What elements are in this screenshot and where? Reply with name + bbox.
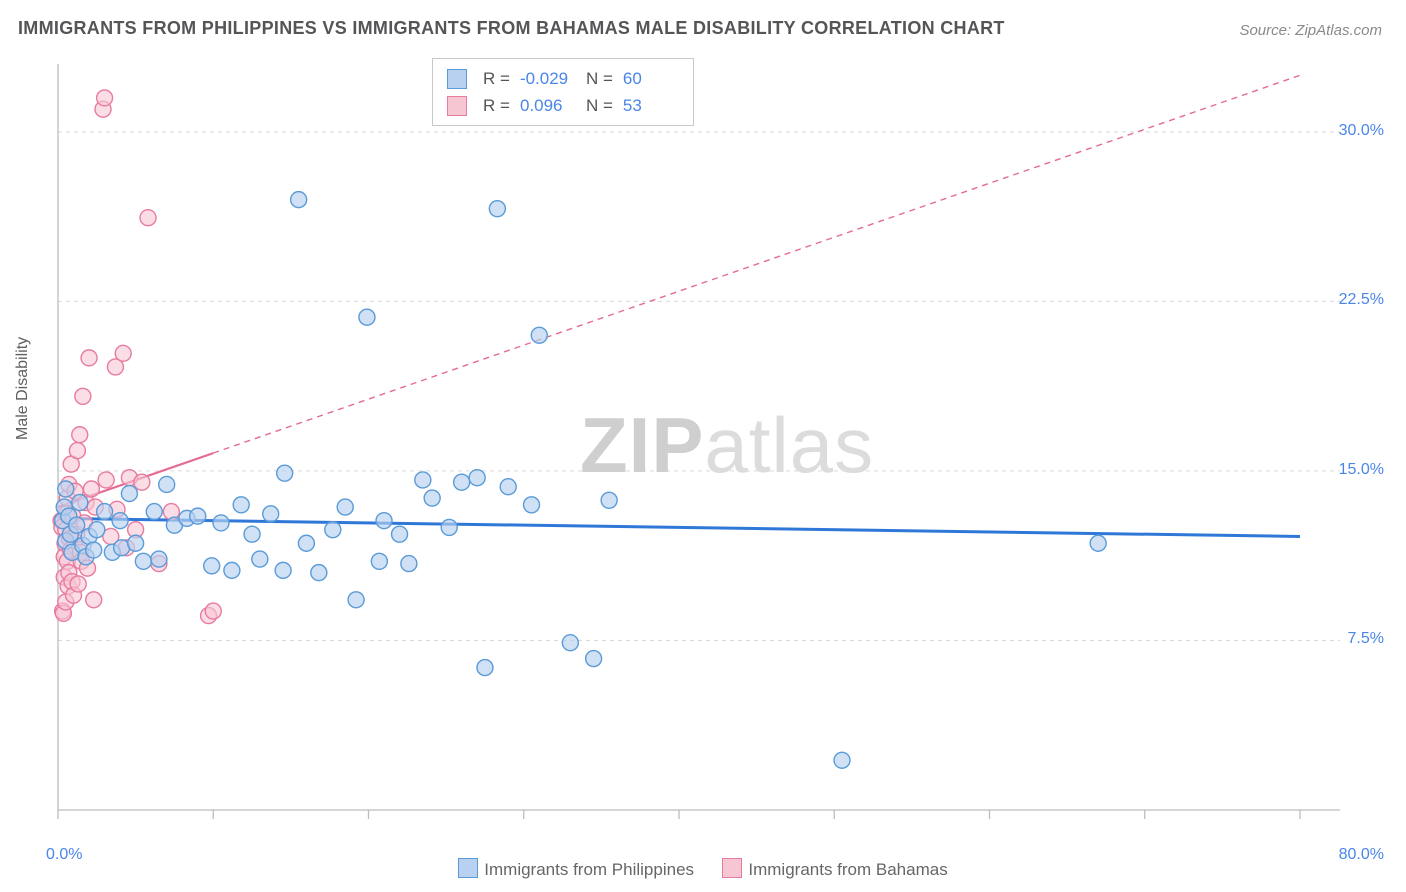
y-tick-label: 7.5% [1348,630,1384,648]
y-axis-label: Male Disability [14,337,32,440]
x-max-label: 80.0% [1339,846,1384,864]
chart-title: IMMIGRANTS FROM PHILIPPINES VS IMMIGRANT… [18,18,1005,39]
x-min-label: 0.0% [46,846,82,864]
legend-swatch [447,96,467,116]
n-label: N = [586,92,613,119]
r-label: R = [483,92,510,119]
r-value: -0.029 [520,65,576,92]
source-attribution: Source: ZipAtlas.com [1239,22,1382,39]
series-legend: Immigrants from Philippines Immigrants f… [0,858,1406,880]
legend-series-label: Immigrants from Philippines [484,860,694,879]
legend-swatch [722,858,742,878]
n-value: 53 [623,92,679,119]
correlation-legend: R = -0.029 N = 60 R = 0.096 N = 53 [432,58,694,126]
n-label: N = [586,65,613,92]
y-tick-label: 15.0% [1339,461,1384,479]
legend-series-label: Immigrants from Bahamas [748,860,947,879]
legend-swatch [447,69,467,89]
y-tick-label: 30.0% [1339,122,1384,140]
r-value: 0.096 [520,92,576,119]
correlation-legend-row: R = 0.096 N = 53 [447,92,679,119]
correlation-legend-row: R = -0.029 N = 60 [447,65,679,92]
r-label: R = [483,65,510,92]
y-tick-label: 22.5% [1339,291,1384,309]
n-value: 60 [623,65,679,92]
legend-swatch [458,858,478,878]
scatter-chart [50,56,1348,826]
